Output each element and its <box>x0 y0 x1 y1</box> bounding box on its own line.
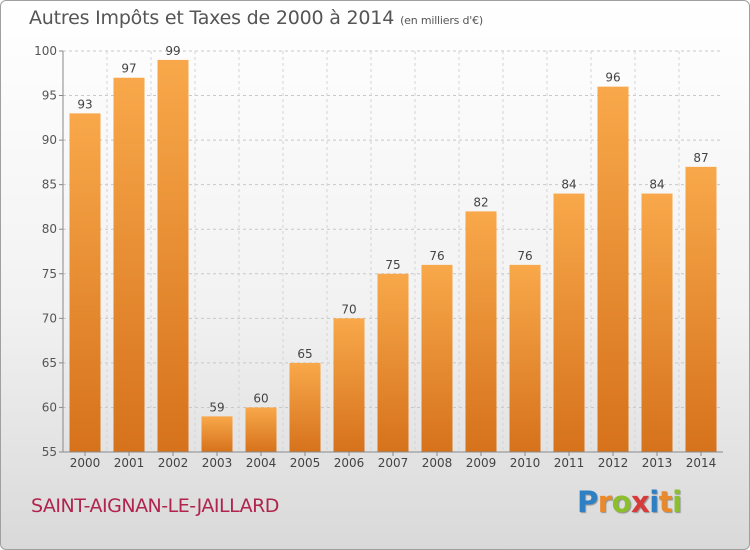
y-tick-label: 60 <box>42 400 57 414</box>
chart-title: Autres Impôts et Taxes de 2000 à 2014 (en… <box>29 7 483 29</box>
data-label: 60 <box>253 391 268 405</box>
logo-letter: r <box>597 485 612 519</box>
y-tick-label: 90 <box>42 133 57 147</box>
bar-2006 <box>333 318 365 452</box>
location-name: SAINT-AIGNAN-LE-JAILLARD <box>31 495 279 517</box>
bar-2011 <box>553 193 585 453</box>
data-label: 84 <box>649 178 664 192</box>
y-tick-label: 65 <box>42 356 57 370</box>
x-tick-label: 2013 <box>642 456 673 470</box>
data-label: 96 <box>605 71 620 85</box>
data-label: 99 <box>165 44 180 58</box>
x-tick-label: 2010 <box>510 456 541 470</box>
bar-2002 <box>157 59 189 453</box>
bar-2008 <box>421 264 453 452</box>
logo-letter: o <box>611 485 632 519</box>
chart-title-text: Autres Impôts et Taxes de 2000 à 2014 <box>29 7 395 29</box>
logo-letter: i <box>672 485 682 519</box>
y-tick-label: 55 <box>42 445 57 459</box>
bar-2005 <box>289 362 321 452</box>
logo-letter: t <box>658 485 673 519</box>
x-tick-label: 2002 <box>158 456 189 470</box>
bar-2014 <box>685 166 717 452</box>
data-label: 82 <box>473 195 488 209</box>
chart-subtitle: (en milliers d'€) <box>400 14 483 27</box>
bar-2000 <box>69 113 101 452</box>
data-label: 84 <box>561 178 576 192</box>
bar-2007 <box>377 273 409 452</box>
y-tick-label: 85 <box>42 178 57 192</box>
bar-2013 <box>641 193 673 453</box>
y-tick-label: 70 <box>42 311 57 325</box>
x-tick-label: 2009 <box>466 456 497 470</box>
logo-letter: x <box>631 485 650 519</box>
x-tick-label: 2012 <box>598 456 629 470</box>
x-tick-label: 2014 <box>686 456 717 470</box>
bar-2003 <box>201 416 233 452</box>
y-tick-label: 100 <box>34 44 57 58</box>
x-tick-label: 2003 <box>202 456 233 470</box>
data-label: 59 <box>209 400 224 414</box>
bar-2009 <box>465 211 497 452</box>
logo-letter: i <box>649 485 659 519</box>
data-label: 76 <box>517 249 532 263</box>
data-label: 93 <box>77 97 92 111</box>
proxiti-logo: Proxiti <box>577 485 682 519</box>
data-label: 70 <box>341 302 356 316</box>
y-tick-label: 80 <box>42 222 57 236</box>
x-tick-label: 2007 <box>378 456 409 470</box>
bar-2004 <box>245 407 277 452</box>
data-label: 75 <box>385 258 400 272</box>
x-tick-label: 2000 <box>70 456 101 470</box>
x-tick-label: 2008 <box>422 456 453 470</box>
x-tick-label: 2011 <box>554 456 585 470</box>
bar-2001 <box>113 77 145 452</box>
data-label: 76 <box>429 249 444 263</box>
x-tick-label: 2004 <box>246 456 277 470</box>
y-tick-label: 75 <box>42 267 57 281</box>
x-tick-label: 2001 <box>114 456 145 470</box>
bar-2010 <box>509 264 541 452</box>
data-label: 87 <box>693 151 708 165</box>
x-tick-label: 2005 <box>290 456 321 470</box>
x-tick-label: 2006 <box>334 456 365 470</box>
data-label: 65 <box>297 347 312 361</box>
data-label: 97 <box>121 62 136 76</box>
y-tick-label: 95 <box>42 89 57 103</box>
logo-letter: P <box>577 485 598 519</box>
bar-2012 <box>597 86 629 453</box>
